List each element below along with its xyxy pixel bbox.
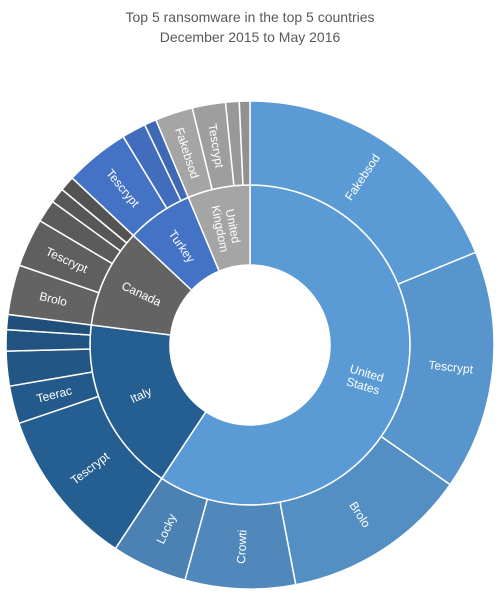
ransomware-label-united-states-tescrypt: Tescrypt <box>428 358 475 377</box>
ransomware-label-united-states-crowti: Crowti <box>234 530 249 565</box>
chart-title: Top 5 ransomware in the top 5 countries <box>125 9 375 25</box>
chart-subtitle: December 2015 to May 2016 <box>159 29 341 45</box>
ransomware-segment-united-kingdom-other-3 <box>238 100 251 186</box>
ransomware-label-canada-brolo: Brolo <box>38 289 69 309</box>
ransomware-segment-united-states-fakebsod <box>249 100 477 286</box>
